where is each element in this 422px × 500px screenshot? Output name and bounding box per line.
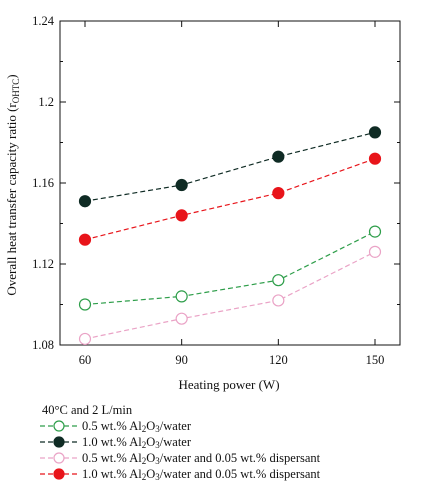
y-axis-title: Overall heat transfer capacity ratio (rO… <box>4 74 21 295</box>
legend-label: 1.0 wt.% Al2O3/water <box>82 435 191 450</box>
data-point <box>272 274 285 287</box>
data-point <box>272 187 285 200</box>
data-point <box>175 312 188 325</box>
legend-marker <box>40 468 78 480</box>
legend-entry: 1.0 wt.% Al2O3/water and 0.05 wt.% dispe… <box>38 466 418 482</box>
chart: 1.08 1.12 1.16 1.2 1.24 60 90 120 150 Heating po… <box>4 14 401 392</box>
series-2 <box>78 126 382 208</box>
data-point <box>175 209 188 222</box>
legend-marker <box>40 436 78 448</box>
y-tick-label: 1.24 <box>32 14 55 28</box>
legend-label: 0.5 wt.% Al2O3/water and 0.05 wt.% dispe… <box>82 451 321 466</box>
series-3 <box>78 245 382 346</box>
legend-marker <box>40 420 78 432</box>
legend-dot <box>53 452 65 464</box>
legend-dot <box>53 436 65 448</box>
legend-entry: 0.5 wt.% Al2O3/water <box>38 418 418 434</box>
legend-entry: 1.0 wt.% Al2O3/water <box>38 434 418 450</box>
y-tick-label: 1.16 <box>32 176 54 190</box>
legend-label: 1.0 wt.% Al2O3/water and 0.05 wt.% dispe… <box>82 467 321 482</box>
plot-axes <box>59 20 401 346</box>
legend-label: 0.5 wt.% Al2O3/water <box>82 419 191 434</box>
data-point <box>368 245 382 258</box>
legend-marker <box>40 452 78 464</box>
legend-title: 40°C and 2 L/min <box>42 403 133 417</box>
series-line <box>84 231 376 306</box>
y-axis-title-sub: OHTC <box>11 79 21 104</box>
y-tick-label: 1.12 <box>32 257 54 271</box>
legend-dot <box>53 468 65 480</box>
legend: 40°C and 2 L/min 0.5 wt.% Al2O3/water 1.0… <box>38 402 418 482</box>
legend-dot <box>53 420 65 432</box>
data-point <box>175 290 188 303</box>
x-tick-label: 150 <box>366 353 385 367</box>
plot-frame <box>59 20 401 346</box>
series-line <box>84 251 376 340</box>
data-point <box>368 126 382 139</box>
y-axis-title-close: ) <box>4 74 19 78</box>
x-tick-label: 60 <box>79 353 92 367</box>
y-tick-label: 1.08 <box>32 338 54 352</box>
x-axis-title: Heating power (W) <box>178 377 279 392</box>
y-axis-title-main: Overall heat transfer capacity ratio (r <box>4 103 19 296</box>
x-tick-label: 120 <box>269 353 288 367</box>
data-point <box>78 298 92 311</box>
x-tick-label: 90 <box>175 353 188 367</box>
data-point <box>78 233 92 246</box>
series-layer <box>78 126 382 346</box>
series-1 <box>78 225 382 311</box>
axis-ticks: 1.08 1.12 1.16 1.2 1.24 60 90 120 150 <box>32 14 400 367</box>
data-point <box>368 152 382 165</box>
series-line <box>84 158 376 241</box>
legend-entry: 0.5 wt.% Al2O3/water and 0.05 wt.% dispe… <box>38 450 418 466</box>
data-point <box>78 195 92 208</box>
data-point <box>272 294 285 307</box>
data-point <box>272 150 285 163</box>
series-line <box>84 131 376 202</box>
legend-entries: 0.5 wt.% Al2O3/water 1.0 wt.% Al2O3/water… <box>38 418 418 482</box>
data-point <box>368 225 382 238</box>
y-tick-label: 1.2 <box>38 95 54 109</box>
data-point <box>78 332 92 346</box>
series-4 <box>78 152 382 246</box>
data-point <box>175 178 188 192</box>
